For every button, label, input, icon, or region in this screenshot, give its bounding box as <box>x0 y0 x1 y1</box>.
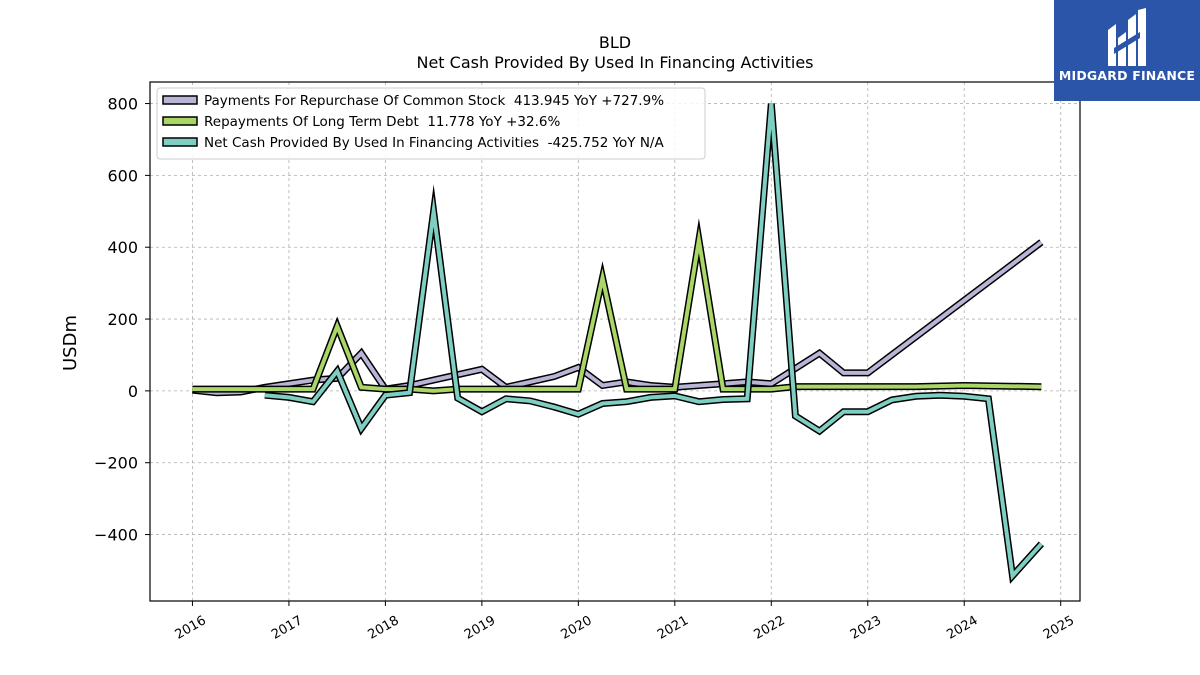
logo-mark-icon <box>1108 8 1146 66</box>
series-layer <box>192 103 1045 584</box>
chart-subtitle: Net Cash Provided By Used In Financing A… <box>416 53 813 72</box>
y-tick-label: 800 <box>107 95 138 114</box>
series-line-1 <box>192 227 1042 393</box>
y-tick-label: 600 <box>107 166 138 185</box>
legend-swatch <box>162 116 198 126</box>
x-tick-label: 2023 <box>848 613 884 643</box>
legend-swatch <box>162 95 198 105</box>
y-tick-label: −200 <box>94 454 138 473</box>
legend-swatch <box>162 137 198 147</box>
x-tick-label: 2022 <box>751 613 787 643</box>
y-tick-label: 400 <box>107 238 138 257</box>
series-line-2 <box>264 103 1043 581</box>
legend-box <box>156 87 706 160</box>
y-axis-label: USDm <box>60 315 81 371</box>
y-tick-label: −400 <box>94 526 138 545</box>
grid-layer <box>150 82 1080 601</box>
y-tick-label: 200 <box>107 310 138 329</box>
x-tick-label: 2017 <box>269 613 305 643</box>
legend-label: Net Cash Provided By Used In Financing A… <box>204 135 664 151</box>
x-tick-label: 2019 <box>462 613 498 643</box>
legend-label: Repayments Of Long Term Debt 11.778 YoY … <box>204 114 560 130</box>
x-tick-label: 2018 <box>366 613 402 643</box>
x-tick-label: 2025 <box>1041 613 1077 643</box>
brand-name: MIDGARD FINANCE <box>1058 68 1196 83</box>
y-tick-label: 0 <box>128 382 138 401</box>
legend-label: Payments For Repurchase Of Common Stock … <box>204 93 664 109</box>
x-tick-label: 2021 <box>655 613 691 643</box>
x-tick-label: 2024 <box>944 613 980 643</box>
x-tick-label: 2016 <box>173 613 209 643</box>
chart-title: BLD <box>599 33 631 52</box>
midgard-finance-logo: MIDGARD FINANCE <box>1054 0 1200 101</box>
legend: Payments For Repurchase Of Common Stock … <box>156 87 706 160</box>
series-line-0 <box>192 240 1043 395</box>
plot-frame <box>149 81 1081 602</box>
series-outline-2 <box>264 103 1045 584</box>
x-tick-label: 2020 <box>559 613 595 643</box>
